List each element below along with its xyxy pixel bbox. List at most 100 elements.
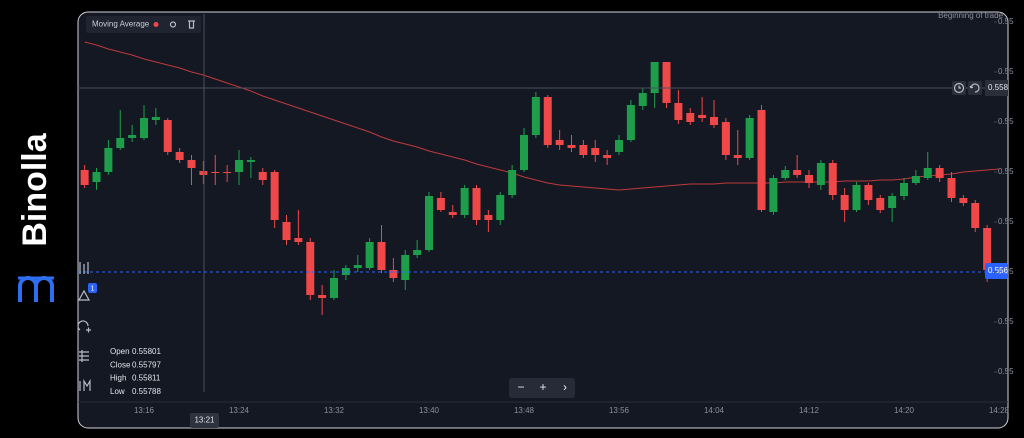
crosshair-price-box (985, 80, 1008, 96)
candle-body (971, 203, 980, 228)
ohlc-label: Close (110, 360, 131, 369)
candle-body (626, 105, 635, 140)
candle-body (840, 195, 849, 210)
y-tick-label: 0.55 (998, 367, 1014, 376)
candle-body (757, 110, 766, 210)
candle-body (140, 118, 149, 138)
candle-body (223, 172, 232, 173)
y-tick-label: 0.55 (998, 67, 1014, 76)
candle-body (270, 172, 279, 220)
candle-body (92, 172, 101, 182)
toolbar-badge: 1 (91, 285, 95, 292)
candle-body (745, 118, 754, 158)
candle-body (460, 188, 469, 215)
candle-body (888, 196, 897, 208)
candle-body (531, 97, 540, 135)
candle-body (615, 140, 624, 152)
candle-body (365, 242, 374, 268)
brand-logo (18, 276, 54, 302)
candle-body (959, 198, 968, 203)
candle-body (472, 188, 481, 220)
brand-name: Binolla (16, 132, 54, 246)
candle-body (828, 163, 837, 195)
candle-body (864, 185, 873, 200)
x-tick-label: 13:24 (229, 406, 250, 415)
candle-body (413, 250, 422, 255)
candle-body (318, 295, 327, 298)
x-tick-label: 13:40 (419, 406, 440, 415)
candle-body (80, 170, 89, 185)
candle-body (436, 198, 445, 210)
candle-body (793, 170, 802, 175)
candle-body (686, 113, 695, 122)
chart-panel (77, 11, 1009, 429)
candle-body (935, 168, 944, 178)
candle-body (128, 135, 137, 138)
candle-body (175, 152, 184, 160)
candle-body (151, 117, 160, 120)
candle-body (520, 135, 529, 170)
candle-body (104, 148, 113, 172)
candle-body (876, 198, 885, 210)
x-tick-label: 13:32 (324, 406, 345, 415)
moving-average-line (84, 41, 1000, 191)
candle-body (116, 138, 125, 148)
candle-body (638, 93, 647, 106)
zoom-bar (509, 378, 575, 398)
candle-body (496, 195, 505, 220)
x-tick-label: 14:20 (894, 406, 915, 415)
candle-body (341, 268, 350, 275)
zoom-button[interactable]: − (517, 380, 524, 394)
zoom-button[interactable]: + (539, 380, 546, 394)
indicator-chip[interactable]: Moving Average (86, 16, 201, 33)
price-tools[interactable] (952, 81, 982, 95)
candle-body (377, 242, 386, 270)
y-tick-label: 0.55 (998, 267, 1014, 276)
candle-body (579, 145, 588, 155)
candle-body (199, 171, 208, 175)
candle-body (389, 270, 398, 278)
candle-body (698, 115, 707, 118)
ohlc-label: Open (110, 347, 130, 356)
candle-body (591, 148, 600, 155)
ohlc-value: 0.55788 (132, 387, 161, 396)
zoom-controls[interactable]: − + › (517, 380, 567, 394)
x-tick-label: 14:12 (799, 406, 820, 415)
candle-body (163, 120, 172, 152)
candle-body (781, 170, 790, 178)
crosshair-time-box (190, 413, 219, 428)
ohlc-value: 0.55801 (132, 347, 161, 356)
y-tick-label: 0.55 (998, 167, 1014, 176)
candle-body (448, 212, 457, 215)
ohlc-label: High (110, 374, 126, 383)
current-price-box (985, 263, 1008, 279)
candle-body (603, 155, 612, 158)
plot (78, 41, 1004, 315)
candle-body (246, 160, 255, 162)
ohlc-value: 0.55811 (132, 374, 161, 383)
left-toolbar[interactable] (77, 262, 97, 391)
candle-body (923, 168, 932, 178)
y-tick-label: 0.55 (998, 217, 1014, 226)
zoom-button[interactable]: › (563, 380, 567, 394)
candle-body (282, 222, 291, 240)
candle-body (674, 103, 683, 120)
candle-body (947, 178, 956, 198)
candle-body (733, 155, 742, 158)
candle-body (816, 163, 825, 185)
candle-body (852, 185, 861, 210)
candle-body (508, 170, 517, 195)
indicator-name[interactable]: Moving Average (92, 20, 150, 29)
candle-body (805, 175, 814, 183)
candle-body (911, 176, 920, 183)
candle-body (710, 117, 719, 125)
x-tick-label: 13:48 (514, 406, 535, 415)
candle-body (484, 215, 493, 220)
y-tick-label: 0.55 (998, 117, 1014, 126)
candle-body (983, 228, 992, 270)
candle-body (769, 178, 778, 212)
candle-body (306, 242, 315, 295)
x-tick-label: 14:04 (704, 406, 725, 415)
